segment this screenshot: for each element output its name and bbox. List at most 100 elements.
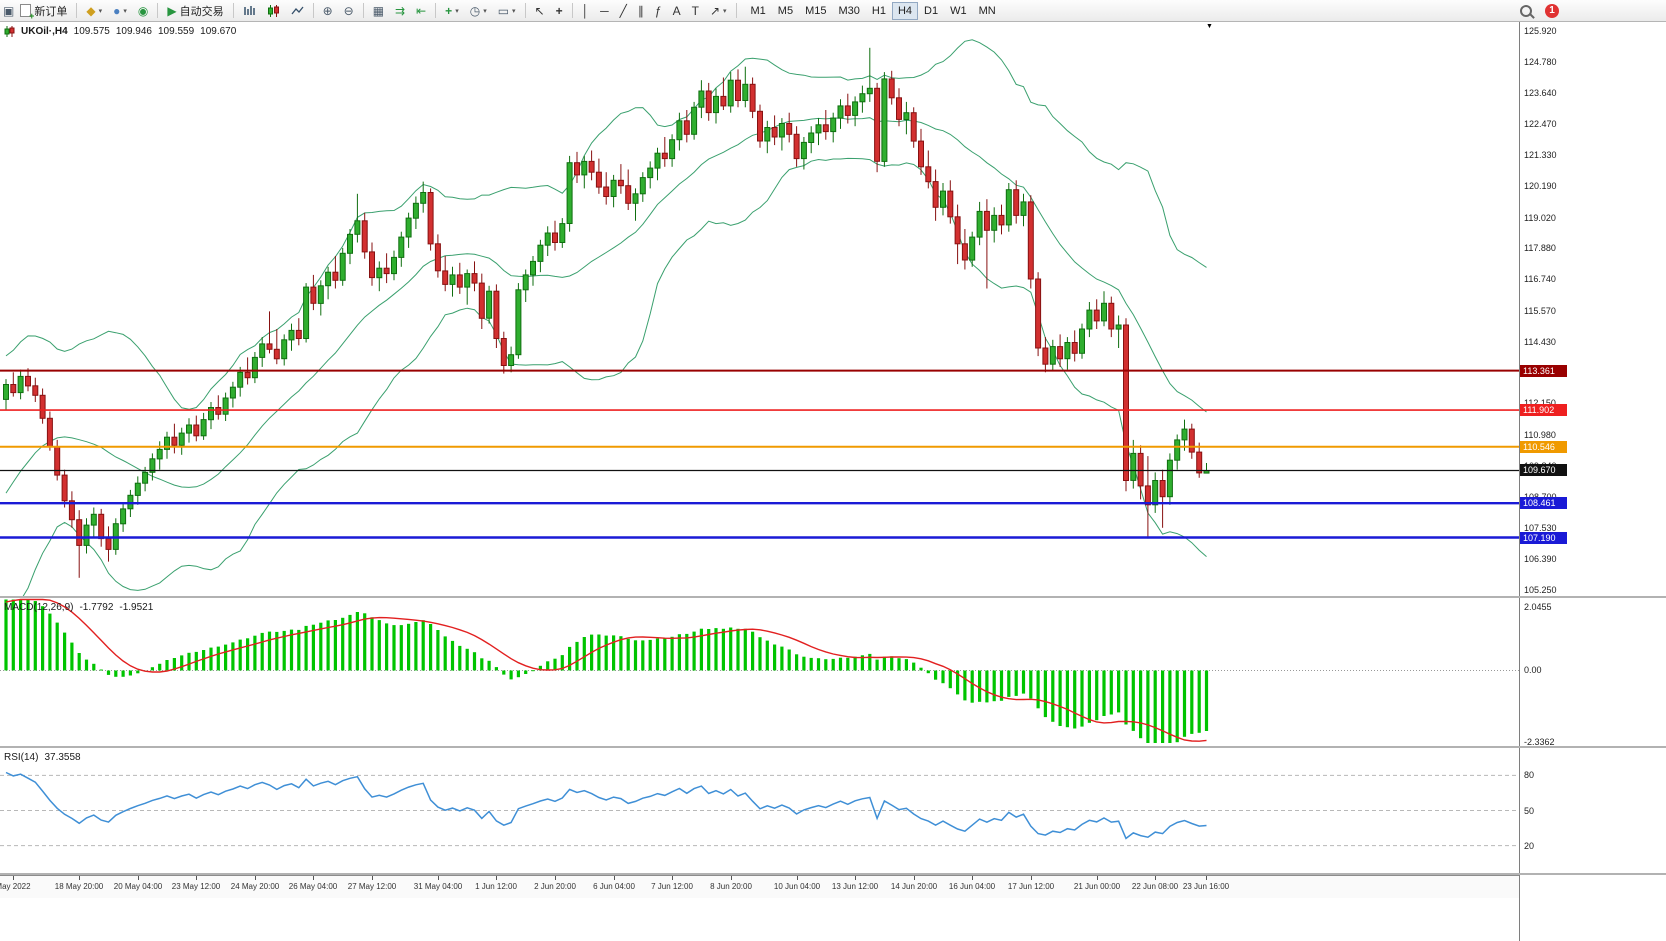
time-label: 2 Jun 20:00	[534, 882, 576, 891]
notification-badge[interactable]: 1	[1545, 3, 1559, 18]
new-chart-button[interactable]: ◆ ▾	[81, 1, 107, 21]
pane-splitter[interactable]	[0, 746, 1666, 748]
time-tick	[797, 876, 798, 880]
fibonacci-button[interactable]: ƒ	[650, 1, 667, 21]
chart-shift-marker[interactable]: ▼	[1206, 23, 1213, 30]
search-icon[interactable]	[1519, 4, 1535, 18]
candlestick-chart-button[interactable]	[262, 1, 285, 21]
pane-splitter[interactable]	[0, 596, 1666, 598]
label-icon: T	[691, 3, 699, 18]
macd-value: -1.7792	[79, 602, 114, 613]
arrows-button[interactable]: ↗ ▾	[705, 1, 732, 21]
macd-pane[interactable]	[0, 598, 1519, 746]
ohlc-high: 109.946	[115, 26, 152, 37]
time-label: 1 Jun 12:00	[475, 882, 517, 891]
auto-scroll-button[interactable]: ⇉	[390, 1, 410, 21]
vertical-line-button[interactable]: │	[577, 1, 595, 21]
new-order-button[interactable]: 新订单	[15, 1, 72, 21]
chevron-down-icon: ▾	[723, 7, 727, 15]
bar-chart-button[interactable]	[238, 1, 261, 21]
crosshair-button[interactable]: +	[551, 1, 568, 21]
rsi-axis-label: 50	[1524, 806, 1535, 816]
channel-button[interactable]: ∥	[633, 1, 649, 21]
timeframe-h1[interactable]: H1	[871, 4, 886, 17]
bollinger-lower-line	[22, 157, 1207, 596]
price-chart-pane[interactable]	[0, 22, 1519, 596]
horizontal-line-button[interactable]: ─	[595, 1, 614, 21]
price-badge-109.670: 109.670	[1520, 464, 1567, 476]
price-tick-label: 120.190	[1524, 181, 1557, 191]
time-tick	[1031, 876, 1032, 880]
trendline-icon: ╱	[619, 3, 627, 18]
timeframe-d1[interactable]: D1	[924, 4, 939, 17]
app-icon: ▣	[3, 3, 15, 18]
toolbar-separator	[735, 3, 737, 18]
time-tick	[614, 876, 615, 880]
profiles-icon: ●	[113, 3, 121, 18]
line-chart-button[interactable]	[286, 1, 309, 21]
price-tick-label: 125.920	[1524, 26, 1557, 36]
time-tick	[731, 876, 732, 880]
time-label: 26 May 04:00	[288, 882, 338, 891]
macd-signal-value: -1.9521	[119, 602, 154, 613]
indicators-button[interactable]: + ▾	[440, 1, 464, 21]
timeframe-m5[interactable]: M5	[777, 4, 794, 17]
time-label: 14 Jun 20:00	[890, 882, 938, 891]
time-label: 22 Jun 08:00	[1131, 882, 1179, 891]
time-tick	[555, 876, 556, 880]
timeframe-m30[interactable]: M30	[838, 4, 860, 17]
price-tick-label: 107.530	[1524, 523, 1557, 533]
timeframe-h4[interactable]: H4	[891, 1, 919, 20]
bollinger-upper-line	[5, 39, 1207, 410]
symbol-period: UKOil·,H4	[21, 26, 68, 37]
cursor-button[interactable]: ↖	[530, 1, 550, 21]
new-order-icon	[20, 4, 34, 21]
text-icon: A	[672, 3, 681, 18]
text-button[interactable]: A	[668, 1, 686, 21]
time-label: May 2022	[0, 882, 31, 891]
zoom-out-button[interactable]: ⊖	[339, 1, 359, 21]
pane-splitter[interactable]	[0, 873, 1666, 875]
timeframe-m1[interactable]: M1	[750, 4, 766, 17]
chevron-down-icon: ▾	[455, 7, 459, 15]
macd-axis-label: 0.00	[1524, 665, 1542, 675]
time-label: 23 May 12:00	[171, 882, 221, 891]
trendline-button[interactable]: ╱	[615, 1, 632, 21]
time-label: 21 Jun 00:00	[1073, 882, 1121, 891]
toolbar-separator	[157, 3, 159, 18]
price-badge-113.361: 113.361	[1520, 365, 1567, 377]
timeframe-w1[interactable]: W1	[950, 4, 967, 17]
chevron-down-icon: ▾	[98, 7, 103, 15]
periods-button[interactable]: ◷ ▾	[465, 1, 492, 21]
indicators-icon: +	[445, 3, 453, 18]
ohlc-low: 109.559	[157, 26, 195, 37]
tile-windows-button[interactable]: ▦	[368, 1, 389, 21]
auto-trading-icon: ▶	[167, 3, 177, 18]
magnifier-glyph	[1520, 4, 1532, 17]
tile-windows-icon: ▦	[372, 3, 385, 18]
price-tick-label: 110.980	[1524, 430, 1556, 440]
rsi-axis-label: 20	[1524, 841, 1535, 851]
periods-icon: ◷	[469, 3, 481, 18]
macd-axis-label: -2.3362	[1524, 737, 1555, 747]
chart-shift-icon: ⇤	[416, 3, 427, 18]
price-axis[interactable]: 125.920 124.780 123.640 122.470 121.330 120.1…	[1519, 22, 1666, 941]
timeframe-mn[interactable]: MN	[978, 4, 996, 17]
time-axis[interactable]: May 2022 18 May 20:00 20 May 04:00 23 May 1…	[0, 875, 1519, 898]
zoom-in-button[interactable]: ⊕	[318, 1, 338, 21]
auto-trading-button[interactable]: ▶ 自动交易	[162, 1, 228, 21]
label-button[interactable]: T	[687, 1, 704, 21]
candles-layer	[3, 47, 1210, 578]
market-watch-button[interactable]: ◉	[133, 1, 153, 21]
timeframe-m15[interactable]: M15	[805, 4, 827, 17]
time-label: 13 Jun 12:00	[831, 882, 879, 891]
templates-button[interactable]: ▭ ▾	[493, 1, 521, 21]
time-label: 18 May 20:00	[54, 882, 104, 891]
time-tick	[972, 876, 973, 880]
profiles-button[interactable]: ● ▾	[108, 1, 132, 21]
crosshair-icon: +	[555, 3, 563, 18]
rsi-pane[interactable]	[0, 748, 1519, 873]
chart-shift-button[interactable]: ⇤	[411, 1, 431, 21]
price-badge-107.190: 107.190	[1520, 532, 1567, 544]
toolbar-separator	[76, 3, 78, 18]
